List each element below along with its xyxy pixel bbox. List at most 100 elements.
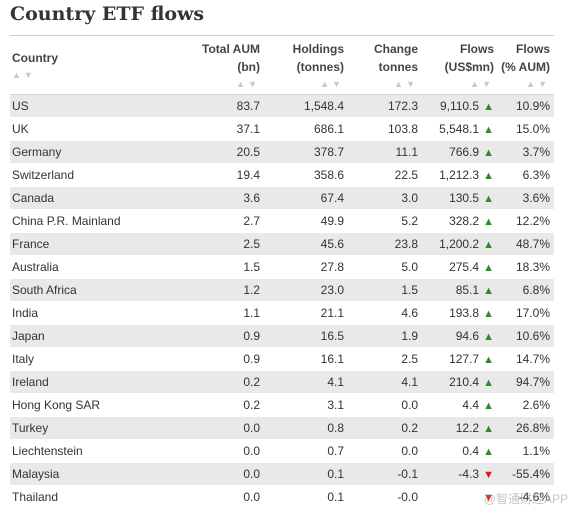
table-row: Japan 0.9 16.5 1.9 94.6 ▲ 10.6% bbox=[10, 324, 554, 348]
flows-value: 766.9 bbox=[449, 145, 480, 159]
table-body: US 83.7 1,548.4 172.3 9,110.5 ▲ 10.9% UK 37.1 686… bbox=[10, 94, 554, 509]
col-header-unit: tonnes bbox=[378, 60, 418, 74]
col-header-total-aum[interactable]: Total AUM (bn) ▲▼ bbox=[170, 36, 264, 95]
table-row: Italy 0.9 16.1 2.5 127.7 ▲ 14.7% bbox=[10, 347, 554, 371]
triangle-up-icon: ▲ bbox=[483, 354, 494, 366]
cell-flows-pct-aum: 94.7% bbox=[498, 370, 554, 394]
cell-country: Hong Kong SAR bbox=[10, 393, 170, 417]
cell-change: 4.6 bbox=[348, 301, 422, 325]
cell-flows: 1,200.2 ▲ bbox=[422, 232, 498, 256]
cell-total-aum: 2.7 bbox=[170, 209, 264, 233]
cell-holdings: 45.6 bbox=[264, 232, 348, 256]
cell-flows: 1,212.3 ▲ bbox=[422, 163, 498, 187]
flows-value: 85.1 bbox=[455, 283, 480, 297]
cell-total-aum: 2.5 bbox=[170, 232, 264, 256]
cell-holdings: 67.4 bbox=[264, 186, 348, 210]
cell-change: 5.2 bbox=[348, 209, 422, 233]
cell-flows-pct-aum: 48.7% bbox=[498, 232, 554, 256]
flows-value: 94.6 bbox=[455, 329, 480, 343]
country-etf-flows-table: Country ▲▼ Total AUM (bn) ▲▼ Holdings (t… bbox=[10, 36, 554, 509]
table-row: Thailand 0.0 0.1 -0.0 ▼ -4.6% bbox=[10, 485, 554, 509]
col-header-holdings[interactable]: Holdings (tonnes) ▲▼ bbox=[264, 36, 348, 95]
cell-flows-pct-aum: 10.9% bbox=[498, 94, 554, 118]
table-row: US 83.7 1,548.4 172.3 9,110.5 ▲ 10.9% bbox=[10, 94, 554, 118]
cell-holdings: 1,548.4 bbox=[264, 94, 348, 118]
flows-value: 275.4 bbox=[449, 260, 480, 274]
cell-total-aum: 1.5 bbox=[170, 255, 264, 279]
cell-total-aum: 0.9 bbox=[170, 324, 264, 348]
flows-value: 328.2 bbox=[449, 214, 480, 228]
triangle-up-icon: ▲ bbox=[483, 331, 494, 343]
cell-change: 0.0 bbox=[348, 393, 422, 417]
cell-flows-pct-aum: 6.3% bbox=[498, 163, 554, 187]
triangle-up-icon: ▲ bbox=[483, 262, 494, 274]
cell-holdings: 378.7 bbox=[264, 140, 348, 164]
cell-change: 22.5 bbox=[348, 163, 422, 187]
col-header-flows-pct-aum[interactable]: Flows (% AUM) ▲▼ bbox=[498, 36, 554, 95]
flows-value: 127.7 bbox=[449, 352, 480, 366]
col-header-unit: (bn) bbox=[237, 60, 260, 74]
col-header-label: Change bbox=[373, 42, 418, 56]
flows-value: 1,212.3 bbox=[439, 168, 480, 182]
triangle-up-icon: ▲ bbox=[483, 101, 494, 113]
sort-arrows-icon[interactable]: ▲▼ bbox=[526, 79, 550, 89]
cell-total-aum: 0.2 bbox=[170, 370, 264, 394]
cell-country: US bbox=[10, 94, 170, 118]
cell-flows: 210.4 ▲ bbox=[422, 370, 498, 394]
col-header-label: Flows bbox=[459, 42, 494, 56]
cell-change: 1.9 bbox=[348, 324, 422, 348]
col-header-country-label: Country bbox=[12, 51, 58, 65]
sort-arrows-icon[interactable]: ▲▼ bbox=[320, 79, 344, 89]
triangle-up-icon: ▲ bbox=[483, 400, 494, 412]
cell-country: Ireland bbox=[10, 370, 170, 394]
flows-value: 12.2 bbox=[455, 421, 480, 435]
table-row: Turkey 0.0 0.8 0.2 12.2 ▲ 26.8% bbox=[10, 416, 554, 440]
col-header-unit: (% AUM) bbox=[501, 60, 550, 74]
cell-flows-pct-aum: 3.6% bbox=[498, 186, 554, 210]
cell-flows: 328.2 ▲ bbox=[422, 209, 498, 233]
flows-value: 9,110.5 bbox=[439, 99, 480, 113]
col-header-change[interactable]: Change tonnes ▲▼ bbox=[348, 36, 422, 95]
col-header-country[interactable]: Country ▲▼ bbox=[10, 36, 170, 95]
triangle-up-icon: ▲ bbox=[483, 216, 494, 228]
flows-value: 0.4 bbox=[462, 444, 480, 458]
cell-country: South Africa bbox=[10, 278, 170, 302]
cell-change: 103.8 bbox=[348, 117, 422, 141]
table-row: Australia 1.5 27.8 5.0 275.4 ▲ 18.3% bbox=[10, 255, 554, 279]
table-row: UK 37.1 686.1 103.8 5,548.1 ▲ 15.0% bbox=[10, 117, 554, 141]
col-header-flows[interactable]: Flows (US$mn) ▲▼ bbox=[422, 36, 498, 95]
sort-arrows-icon[interactable]: ▲▼ bbox=[470, 79, 494, 89]
sort-arrows-icon[interactable]: ▲▼ bbox=[236, 79, 260, 89]
flows-value: 4.4 bbox=[462, 398, 480, 412]
cell-flows-pct-aum: 18.3% bbox=[498, 255, 554, 279]
cell-flows-pct-aum: 15.0% bbox=[498, 117, 554, 141]
flows-value: 193.8 bbox=[449, 306, 480, 320]
cell-holdings: 0.7 bbox=[264, 439, 348, 463]
sort-arrows-icon[interactable]: ▲▼ bbox=[12, 70, 36, 80]
cell-flows: 94.6 ▲ bbox=[422, 324, 498, 348]
flows-value: 130.5 bbox=[449, 191, 480, 205]
cell-change: 1.5 bbox=[348, 278, 422, 302]
cell-flows: 0.4 ▲ bbox=[422, 439, 498, 463]
cell-change: 2.5 bbox=[348, 347, 422, 371]
triangle-up-icon: ▲ bbox=[483, 377, 494, 389]
flows-value: -4.3 bbox=[458, 467, 480, 481]
triangle-up-icon: ▲ bbox=[483, 423, 494, 435]
cell-holdings: 4.1 bbox=[264, 370, 348, 394]
flows-value: 5,548.1 bbox=[439, 122, 480, 136]
cell-flows: ▼ bbox=[422, 485, 498, 509]
cell-total-aum: 20.5 bbox=[170, 140, 264, 164]
cell-country: France bbox=[10, 232, 170, 256]
cell-holdings: 49.9 bbox=[264, 209, 348, 233]
cell-change: 0.2 bbox=[348, 416, 422, 440]
cell-holdings: 27.8 bbox=[264, 255, 348, 279]
cell-flows-pct-aum: 12.2% bbox=[498, 209, 554, 233]
cell-flows: 275.4 ▲ bbox=[422, 255, 498, 279]
sort-arrows-icon[interactable]: ▲▼ bbox=[394, 79, 418, 89]
cell-country: Malaysia bbox=[10, 462, 170, 486]
cell-country: Germany bbox=[10, 140, 170, 164]
triangle-up-icon: ▲ bbox=[483, 170, 494, 182]
cell-total-aum: 1.1 bbox=[170, 301, 264, 325]
cell-change: 3.0 bbox=[348, 186, 422, 210]
cell-flows: 130.5 ▲ bbox=[422, 186, 498, 210]
